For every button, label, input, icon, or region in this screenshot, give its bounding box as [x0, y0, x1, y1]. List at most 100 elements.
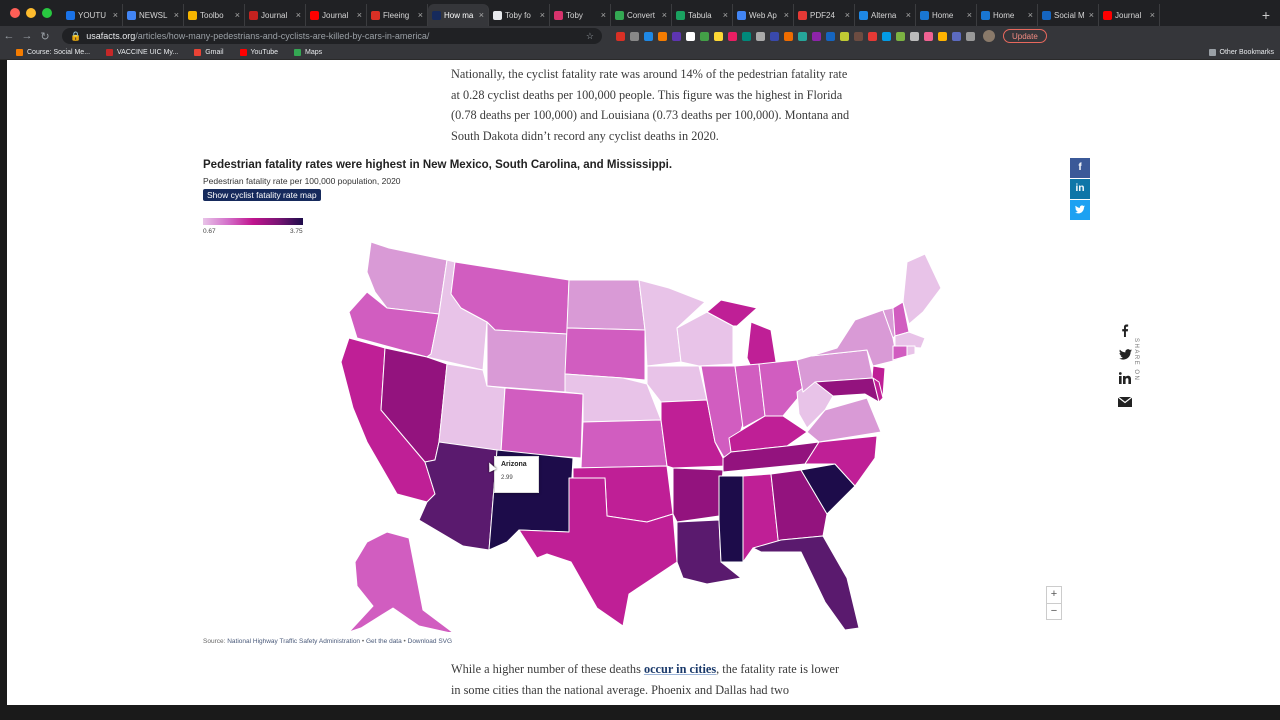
close-tab-icon[interactable]: ×	[1149, 10, 1155, 20]
extension-icon[interactable]	[630, 31, 639, 41]
new-tab-button[interactable]: +	[1261, 7, 1270, 23]
maximize-window-button[interactable]	[42, 8, 52, 18]
browser-tab[interactable]: Fleeing ×	[367, 4, 428, 26]
extension-icon[interactable]	[770, 31, 779, 41]
state-mississippi[interactable]	[718, 475, 744, 563]
bookmark-item[interactable]: VACCINE UIC My...	[106, 49, 178, 56]
state-delaware[interactable]	[872, 377, 884, 403]
extension-icon[interactable]	[840, 31, 849, 41]
extension-icon[interactable]	[616, 31, 625, 41]
close-tab-icon[interactable]: ×	[539, 10, 545, 20]
extension-icon[interactable]	[742, 31, 751, 41]
state-south-dakota[interactable]	[564, 327, 646, 381]
extension-icon[interactable]	[756, 31, 765, 41]
state-massachusetts[interactable]	[894, 331, 926, 349]
extension-icon[interactable]	[672, 31, 681, 41]
close-tab-icon[interactable]: ×	[966, 10, 972, 20]
extension-icon[interactable]	[868, 31, 877, 41]
state-maryland[interactable]	[814, 377, 880, 403]
close-tab-icon[interactable]: ×	[478, 10, 484, 20]
browser-tab[interactable]: Toolbo ×	[184, 4, 245, 26]
browser-tab[interactable]: Alterna ×	[855, 4, 916, 26]
bookmark-star-icon[interactable]: ☆	[585, 30, 594, 41]
browser-tab[interactable]: Journal ×	[1099, 4, 1160, 26]
zoom-in-button[interactable]: +	[1050, 588, 1058, 600]
browser-tab[interactable]: How ma ×	[428, 4, 489, 26]
twitter-icon[interactable]	[1118, 342, 1132, 366]
close-tab-icon[interactable]: ×	[234, 10, 240, 20]
state-wyoming[interactable]	[486, 321, 568, 393]
extension-icon[interactable]	[924, 31, 933, 41]
state-alaska[interactable]	[348, 531, 455, 632]
extension-icon[interactable]	[812, 31, 821, 41]
extension-icon[interactable]	[882, 31, 891, 41]
bookmark-item[interactable]: Gmail	[194, 49, 224, 56]
extension-icon[interactable]	[700, 31, 709, 41]
browser-tab[interactable]: Tabula ×	[672, 4, 733, 26]
state-iowa[interactable]	[646, 365, 708, 403]
email-icon[interactable]	[1118, 390, 1132, 414]
close-tab-icon[interactable]: ×	[600, 10, 606, 20]
bookmark-item[interactable]: Course: Social Me...	[16, 49, 90, 56]
linkedin-share-button[interactable]: in	[1070, 179, 1090, 199]
close-tab-icon[interactable]: ×	[295, 10, 301, 20]
close-tab-icon[interactable]: ×	[783, 10, 789, 20]
download-svg-link[interactable]: Download SVG	[407, 638, 453, 645]
close-tab-icon[interactable]: ×	[112, 10, 118, 20]
state-colorado[interactable]	[500, 387, 584, 459]
show-cyclist-map-button[interactable]: Show cyclist fatality rate map	[203, 189, 321, 201]
linkedin-icon[interactable]	[1118, 366, 1132, 390]
browser-tab[interactable]: Convert ×	[611, 4, 672, 26]
facebook-icon[interactable]	[1118, 318, 1132, 342]
browser-tab[interactable]: Toby fo ×	[489, 4, 550, 26]
extension-icon[interactable]	[714, 31, 723, 41]
browser-tab[interactable]: Web Ap ×	[733, 4, 794, 26]
update-button[interactable]: Update	[1003, 29, 1047, 43]
state-arkansas[interactable]	[672, 467, 724, 523]
state-texas[interactable]	[518, 477, 678, 627]
extension-icon[interactable]	[910, 31, 919, 41]
zoom-out-button[interactable]: −	[1047, 603, 1061, 619]
extension-icon[interactable]	[658, 31, 667, 41]
close-tab-icon[interactable]: ×	[722, 10, 728, 20]
close-tab-icon[interactable]: ×	[844, 10, 850, 20]
extension-icon[interactable]	[952, 31, 961, 41]
extension-icon[interactable]	[938, 31, 947, 41]
close-tab-icon[interactable]: ×	[173, 10, 179, 20]
state-rhode-island[interactable]	[906, 345, 916, 357]
close-tab-icon[interactable]: ×	[661, 10, 667, 20]
puzzle-icon[interactable]	[966, 31, 975, 41]
extension-icon[interactable]	[826, 31, 835, 41]
get-data-link[interactable]: Get the data	[365, 638, 402, 645]
extension-icon[interactable]	[798, 31, 807, 41]
browser-tab[interactable]: Journal ×	[245, 4, 306, 26]
minimize-window-button[interactable]	[26, 8, 36, 18]
browser-tab[interactable]: PDF24 ×	[794, 4, 855, 26]
bookmark-item[interactable]: YouTube	[239, 49, 278, 56]
bookmark-item[interactable]: Maps	[294, 49, 322, 56]
browser-tab[interactable]: Home ×	[916, 4, 977, 26]
extension-icon[interactable]	[854, 31, 863, 41]
browser-tab[interactable]: Journal ×	[306, 4, 367, 26]
browser-tab[interactable]: NEWSL ×	[123, 4, 184, 26]
us-choropleth-map[interactable]	[327, 232, 947, 632]
forward-arrow-icon[interactable]: →	[21, 30, 33, 42]
close-tab-icon[interactable]: ×	[356, 10, 362, 20]
source-link[interactable]: National Highway Traffic Safety Administ…	[227, 638, 361, 645]
browser-tab[interactable]: Toby ×	[550, 4, 611, 26]
extension-icon[interactable]	[686, 31, 695, 41]
occur-in-cities-link[interactable]: occur in cities	[643, 662, 717, 676]
extension-icon[interactable]	[644, 31, 653, 41]
reload-icon[interactable]: ↻	[40, 30, 50, 43]
state-ohio[interactable]	[758, 359, 804, 417]
close-tab-icon[interactable]: ×	[905, 10, 911, 20]
state-connecticut[interactable]	[892, 345, 908, 361]
state-kansas[interactable]	[580, 419, 668, 469]
state-florida[interactable]	[752, 535, 860, 631]
close-window-button[interactable]	[10, 8, 20, 18]
twitter-share-button[interactable]	[1070, 200, 1090, 220]
profile-avatar[interactable]	[983, 30, 995, 42]
back-arrow-icon[interactable]: ←	[3, 30, 15, 42]
browser-tab[interactable]: Home ×	[977, 4, 1038, 26]
state-north-dakota[interactable]	[566, 279, 646, 331]
